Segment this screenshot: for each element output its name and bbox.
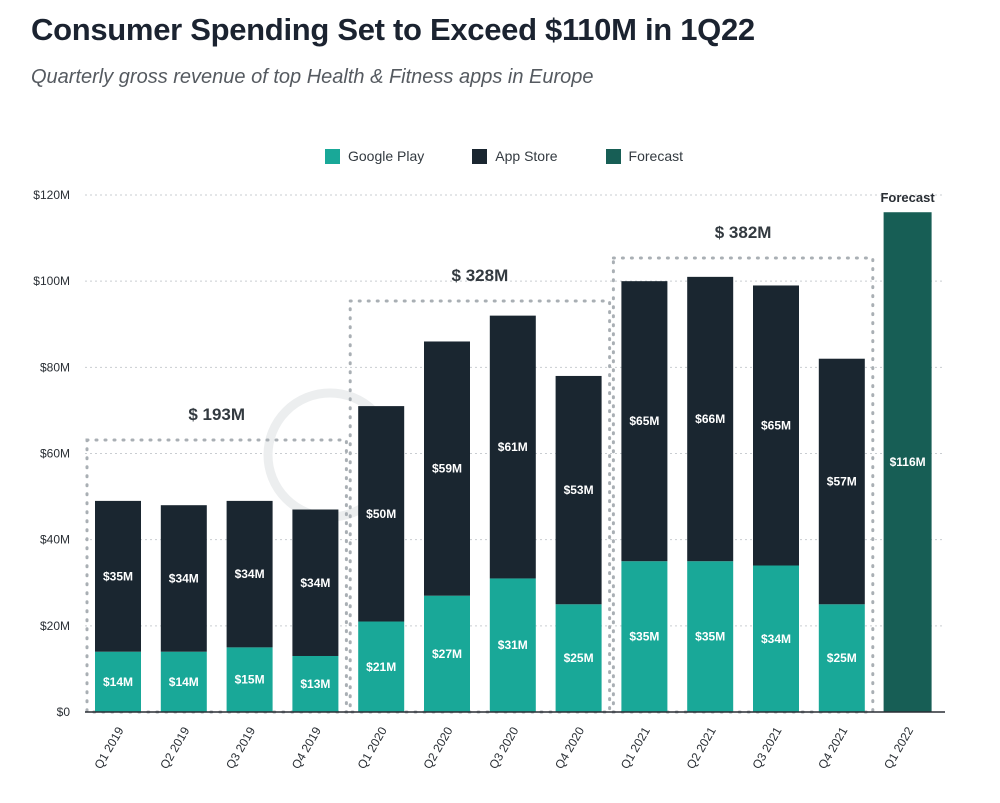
bar-app-store <box>424 341 470 596</box>
legend-item-app-store: App Store <box>472 148 558 164</box>
group-total-label: $ 193M <box>188 405 245 424</box>
bar-app-store <box>292 509 339 656</box>
bar-value-label: $14M <box>169 675 199 689</box>
bar-value-label: $34M <box>761 632 791 646</box>
x-tick-label: Q4 2019 <box>289 724 324 771</box>
x-tick-label: Q3 2020 <box>486 724 521 771</box>
bar-value-label: $53M <box>564 483 594 497</box>
bar-app-store <box>489 315 536 579</box>
x-tick-label: Q4 2020 <box>552 724 587 771</box>
bar-value-label: $116M <box>890 455 926 469</box>
bar-value-label: $65M <box>629 414 659 428</box>
y-tick-label: $0 <box>57 705 71 719</box>
legend-label: Google Play <box>348 148 425 164</box>
bar-app-store <box>358 406 405 622</box>
bar-google-play <box>226 647 273 712</box>
bar-value-label: $57M <box>827 475 857 489</box>
bar-google-play <box>621 561 668 712</box>
group-box <box>85 438 348 714</box>
bar-value-label: $25M <box>827 651 857 665</box>
x-tick-label: Q2 2021 <box>684 724 719 771</box>
bar-app-store <box>753 285 799 566</box>
bar-google-play <box>292 655 339 712</box>
bar-app-store <box>226 500 273 648</box>
group-total-label: $ 382M <box>715 223 772 242</box>
x-tick-label: Q3 2019 <box>223 724 258 771</box>
bar-value-label: $31M <box>498 638 528 652</box>
bar-value-label: $65M <box>761 418 791 432</box>
chart-subtitle: Quarterly gross revenue of top Health & … <box>31 66 594 88</box>
bar-value-label: $50M <box>366 507 396 521</box>
y-tick-label: $40M <box>40 533 70 547</box>
bar-value-label: $25M <box>564 651 594 665</box>
group-total-label: $ 328M <box>452 266 509 285</box>
bar-value-label: $66M <box>695 412 725 426</box>
legend-item-forecast: Forecast <box>605 148 684 164</box>
bar-google-play <box>687 561 734 712</box>
bar-google-play <box>424 595 470 712</box>
legend-label: Forecast <box>628 148 684 164</box>
bar-forecast <box>883 212 932 712</box>
y-tick-label: $20M <box>40 619 70 633</box>
bar-google-play <box>95 651 141 712</box>
group-box <box>611 256 875 714</box>
bar-google-play <box>489 578 536 712</box>
bar-google-play <box>358 621 405 712</box>
bar-app-store <box>687 276 734 562</box>
y-tick-label: $60M <box>40 447 70 461</box>
bar-app-store <box>818 358 865 605</box>
x-tick-label: Q1 2020 <box>355 724 390 771</box>
bar-value-label: $35M <box>103 569 133 583</box>
chart-title: Consumer Spending Set to Exceed $110M in… <box>31 12 755 47</box>
bar-value-label: $15M <box>235 673 265 687</box>
x-tick-label: Q4 2021 <box>815 724 850 771</box>
legend-label: App Store <box>495 148 558 164</box>
bar-google-play <box>160 651 207 712</box>
bar-value-label: $34M <box>235 567 265 581</box>
forecast-annotation: Forecast <box>880 190 935 205</box>
bar-value-label: $34M <box>300 576 330 590</box>
bar-value-label: $61M <box>498 440 528 454</box>
x-tick-label: Q3 2021 <box>749 724 784 771</box>
bar-value-label: $34M <box>169 571 199 585</box>
bar-value-label: $35M <box>629 630 659 644</box>
legend-swatch-google-play <box>325 148 340 164</box>
bar-value-label: $21M <box>366 660 396 674</box>
x-tick-label: Q2 2020 <box>420 724 455 771</box>
y-tick-label: $100M <box>33 274 70 288</box>
bar-value-label: $27M <box>432 647 462 661</box>
x-tick-label: Q2 2019 <box>157 724 192 771</box>
bar-app-store <box>555 375 602 605</box>
legend: Google Play App Store Forecast <box>325 148 731 164</box>
bar-app-store <box>95 500 141 652</box>
y-tick-label: $80M <box>40 360 70 374</box>
y-tick-label: $120M <box>33 188 70 202</box>
legend-swatch-app-store <box>472 148 488 164</box>
bar-google-play <box>555 604 602 712</box>
x-tick-label: Q1 2022 <box>881 724 916 771</box>
bar-google-play <box>753 565 799 712</box>
bar-value-label: $14M <box>103 675 133 689</box>
bar-google-play <box>818 604 865 712</box>
x-tick-label: Q1 2019 <box>91 724 126 771</box>
x-tick-label: Q1 2021 <box>618 724 653 771</box>
bar-value-label: $13M <box>300 677 330 691</box>
bar-value-label: $35M <box>695 630 725 644</box>
bar-app-store <box>621 281 668 562</box>
legend-item-google-play: Google Play <box>325 148 424 164</box>
legend-swatch-forecast <box>605 148 621 164</box>
bar-value-label: $59M <box>432 462 462 476</box>
bar-app-store <box>160 505 207 652</box>
